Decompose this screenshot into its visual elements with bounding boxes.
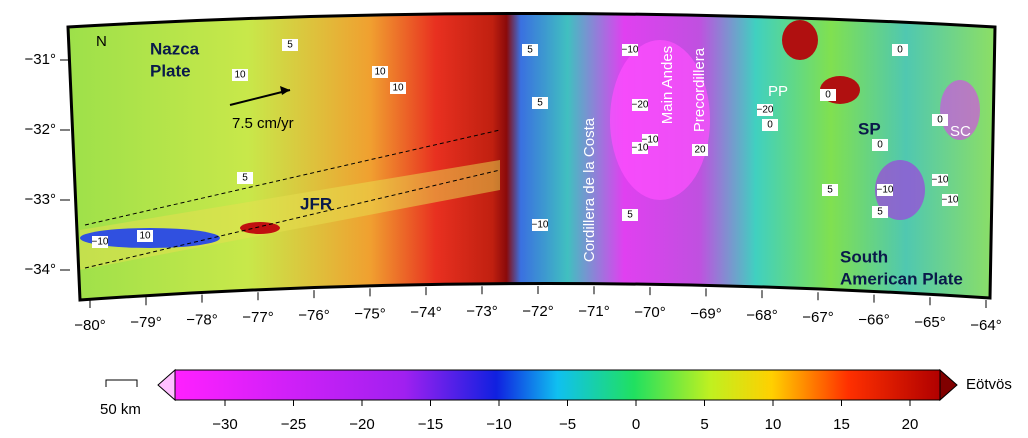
map-label: SP (858, 119, 881, 138)
map-label: Nazca (150, 39, 200, 58)
contour-label: 20 (694, 145, 706, 156)
contour-label: 5 (242, 173, 248, 184)
colorbar-tick-label: −30 (212, 416, 237, 433)
colorbar-tick-label: −20 (349, 416, 374, 433)
lon-tick-label: −75° (354, 305, 385, 322)
lon-tick-label: −66° (858, 312, 889, 329)
lon-tick-label: −72° (522, 303, 553, 320)
map-label: 7.5 cm/yr (232, 115, 294, 132)
lon-tick-label: −77° (242, 309, 273, 326)
scale-bar (106, 380, 137, 387)
colorbar-tick-label: −15 (418, 416, 443, 433)
colorbar-unit: Eötvös (966, 376, 1012, 393)
map-figure: N Nazca Plate 7.5 cm/yr JFR Cordillera de la… (0, 0, 1028, 438)
lon-tick-label: −67° (802, 309, 833, 326)
colorbar-tick-label: 10 (765, 416, 782, 433)
contour-label: −20 (757, 105, 774, 116)
lon-tick-label: −68° (746, 307, 777, 324)
contour-label: 10 (139, 231, 151, 242)
contour-label: −10 (622, 45, 639, 56)
map-label: Main Andes (659, 46, 676, 124)
map-label: Cordillera de la Costa (581, 117, 598, 262)
map-label: American Plate (840, 269, 963, 288)
contour-label: −10 (877, 185, 894, 196)
lon-tick-label: −76° (298, 307, 329, 324)
north-label: N (96, 33, 107, 50)
contour-label: −10 (92, 237, 109, 248)
lon-tick-label: −65° (914, 314, 945, 331)
colorbar-tick-label: −5 (559, 416, 576, 433)
scale-bar-label: 50 km (100, 401, 141, 418)
map-label: PP (768, 83, 788, 100)
map-label: South (840, 247, 888, 266)
lat-tick-label: −32° (25, 121, 56, 138)
contour-label: −10 (532, 220, 549, 231)
colorbar (175, 370, 940, 400)
contour-label: 10 (374, 67, 386, 78)
contour-label: −10 (632, 143, 649, 154)
colorbar-tick-label: 0 (632, 416, 640, 433)
lon-tick-label: −73° (466, 303, 497, 320)
colorbar-tick-label: 15 (833, 416, 850, 433)
map-label: Plate (150, 61, 191, 80)
map-label: SC (950, 123, 971, 140)
lat-tick-label: −33° (25, 191, 56, 208)
contour-label: −10 (932, 175, 949, 186)
contour-label: 10 (392, 83, 404, 94)
contour-label: −20 (632, 100, 649, 111)
contour-label: 0 (937, 115, 943, 126)
lon-tick-label: −69° (690, 305, 721, 322)
contour-label: 0 (825, 90, 831, 101)
colorbar-tick-label: −25 (281, 416, 306, 433)
contour-label: 0 (767, 120, 773, 131)
contour-label: 5 (877, 207, 883, 218)
colorbar-low-end (158, 370, 175, 400)
contour-label: 10 (234, 70, 246, 81)
lat-tick-label: −34° (25, 261, 56, 278)
colorbar-tick-label: 5 (700, 416, 708, 433)
contour-label: 5 (537, 98, 543, 109)
lon-tick-label: −71° (578, 303, 609, 320)
colorbar-high-end (940, 370, 957, 400)
lon-tick-label: −80° (74, 317, 105, 334)
lon-tick-label: −78° (186, 312, 217, 329)
map-label: JFR (300, 194, 332, 213)
contour-label: 5 (827, 185, 833, 196)
lon-tick-label: −74° (410, 304, 441, 321)
lat-tick-label: −31° (25, 51, 56, 68)
lon-tick-label: −70° (634, 304, 665, 321)
colorbar-tick-label: −10 (486, 416, 511, 433)
contour-label: 5 (527, 45, 533, 56)
colorbar-tick-label: 20 (902, 416, 919, 433)
contour-label: 0 (877, 140, 883, 151)
contour-label: −10 (942, 195, 959, 206)
map-label: Precordillera (691, 47, 708, 132)
lon-tick-label: −79° (130, 314, 161, 331)
lon-tick-label: −64° (970, 317, 1001, 334)
contour-label: 5 (627, 210, 633, 221)
contour-label: 0 (897, 45, 903, 56)
contour-label: 5 (287, 40, 293, 51)
